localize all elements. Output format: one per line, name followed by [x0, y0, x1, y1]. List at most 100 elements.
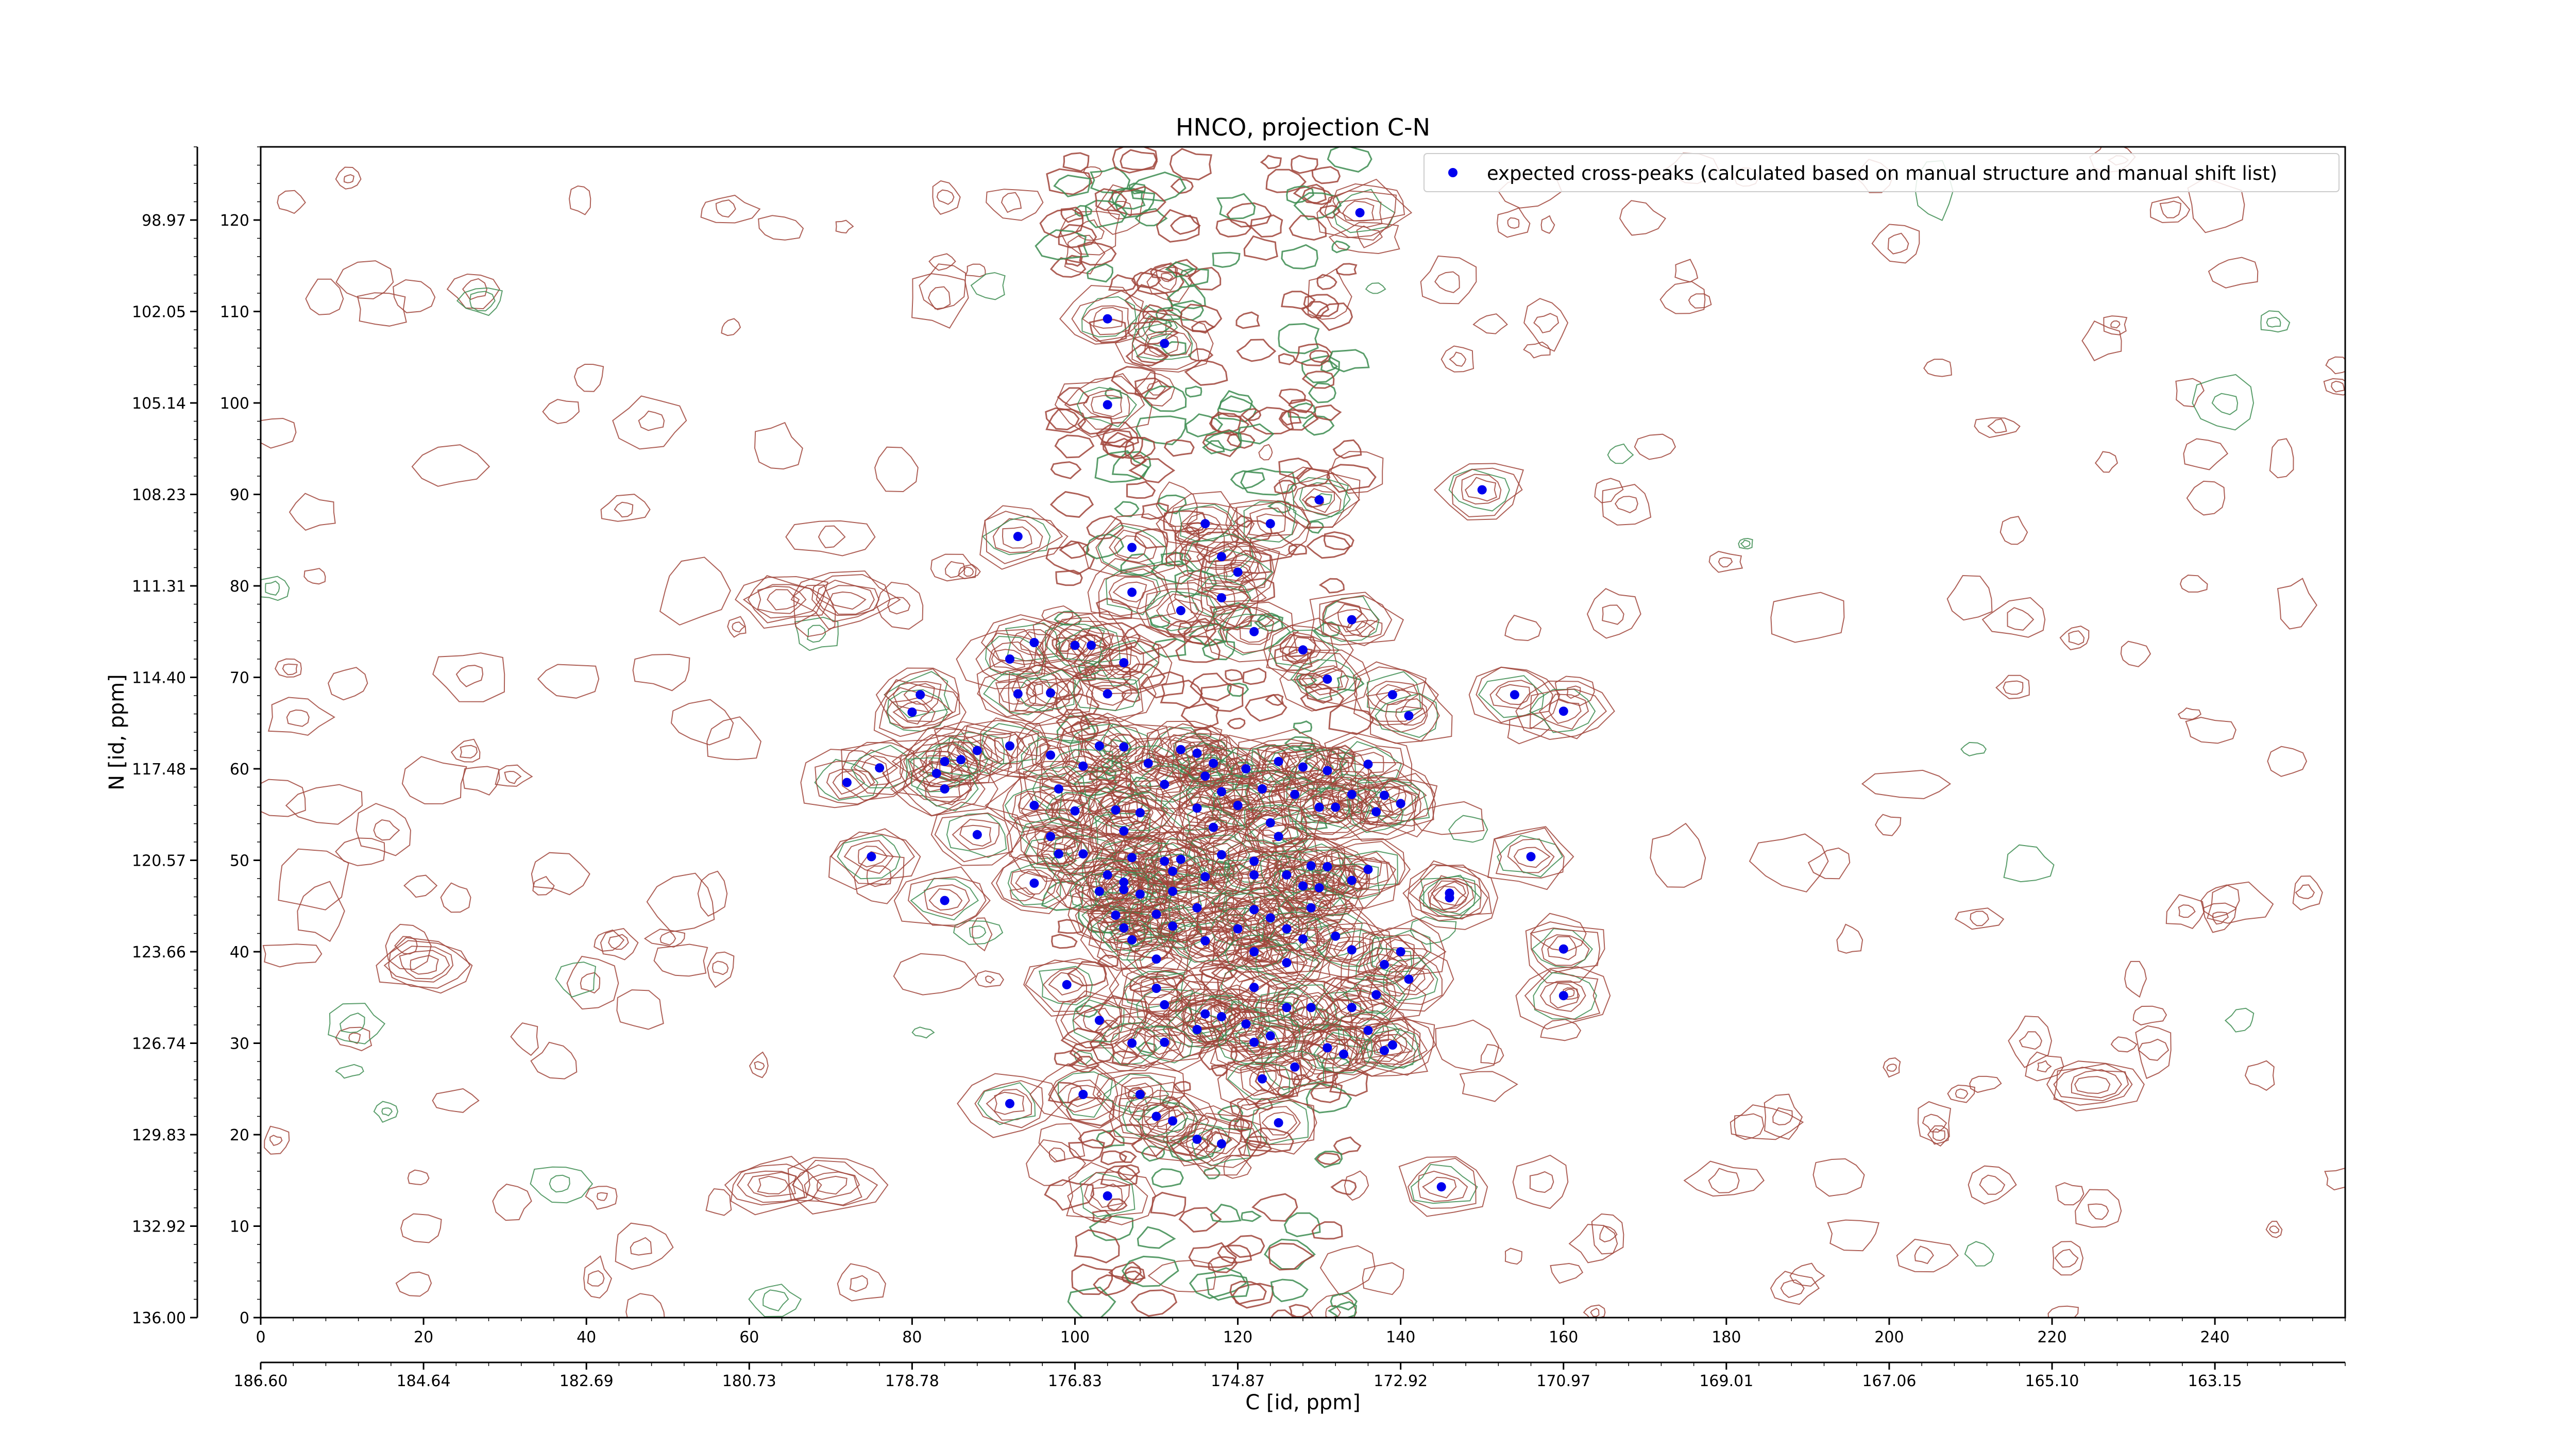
y-tick-label: 110 [220, 304, 249, 322]
contour-line [1136, 372, 1175, 407]
cross-peak-52 [1323, 766, 1332, 776]
contour-line [1160, 679, 1203, 709]
contour-line [1054, 434, 1095, 459]
x-tick-label: 60 [739, 1328, 759, 1346]
contour-line [1089, 1008, 1171, 1071]
contour-line [1108, 652, 1140, 676]
contour-line [1126, 936, 1192, 979]
contour-line [984, 511, 1063, 564]
contour-line [974, 970, 1004, 988]
contour-line [1480, 1043, 1504, 1065]
contour-line [1045, 407, 1080, 431]
cross-peak-114 [1233, 924, 1243, 934]
contour-line [1068, 628, 1114, 664]
contour-line [1054, 373, 1153, 438]
contour-line [1141, 720, 1223, 784]
contour-line [1181, 997, 1226, 1030]
contour-line [1827, 1219, 1879, 1252]
contour-line [400, 1213, 442, 1243]
contour-line [1256, 905, 1320, 951]
contour-line [614, 501, 634, 518]
contour-line [986, 189, 1044, 221]
contour-line [1124, 801, 1154, 825]
contour-line [892, 701, 930, 725]
contour-line [1170, 214, 1201, 235]
cross-peak-128 [1062, 980, 1072, 989]
contour-line [874, 446, 919, 493]
cross-peak-106 [1111, 911, 1121, 920]
contour-line [1237, 423, 1275, 445]
contour-line [275, 658, 302, 678]
contour-line [532, 875, 555, 896]
contour-line [659, 931, 676, 946]
contour-line [1095, 597, 1133, 620]
contour-line [1032, 682, 1070, 705]
contour-line [542, 399, 580, 425]
contour-line [1836, 923, 1863, 954]
contour-line [2007, 607, 2035, 631]
contour-line [707, 951, 735, 988]
cross-peak-75 [1209, 822, 1218, 832]
contour-line [2202, 902, 2237, 933]
contour-line [1515, 966, 1611, 1030]
contour-line [1333, 189, 1396, 233]
cross-peak-41 [1192, 748, 1202, 758]
cross-peak-33 [972, 746, 982, 755]
cross-peak-42 [1200, 771, 1210, 781]
y-ppm-tick-label: 105.14 [132, 395, 186, 413]
contour-line [1062, 152, 1090, 172]
contour-line [1348, 851, 1397, 885]
contour-line [1395, 705, 1427, 726]
contour-line [1156, 593, 1204, 629]
y-ppm-tick-label: 111.31 [132, 578, 186, 596]
contour-line [1280, 784, 1354, 835]
contour-line [882, 742, 981, 806]
contour-line [1243, 235, 1278, 261]
cross-peak-157 [1168, 1116, 1178, 1126]
contour-line [1325, 777, 1421, 842]
contour-line [2323, 378, 2345, 396]
cross-peak-16 [1029, 638, 1039, 647]
cross-peak-46 [1078, 761, 1088, 771]
contour-line [1291, 155, 1318, 174]
contour-line [1100, 428, 1133, 448]
contour-line [1136, 267, 1185, 295]
contour-line [1166, 285, 1206, 310]
contour-line [1419, 874, 1481, 919]
contour-line [1202, 440, 1225, 454]
contour-line [816, 579, 880, 616]
contour-line [1131, 272, 1161, 289]
contour-line [757, 585, 807, 614]
x-tick-label: 80 [902, 1328, 922, 1346]
cross-peak-74 [1119, 826, 1129, 836]
contour-line [742, 584, 821, 619]
contour-line [2266, 316, 2281, 328]
contour-line [932, 180, 961, 215]
cross-peak-17 [1070, 641, 1080, 650]
contour-line [1770, 592, 1845, 643]
contour-line [1073, 635, 1173, 695]
contour-line [1504, 614, 1542, 642]
contour-line [615, 1222, 674, 1270]
cross-peak-62 [1029, 801, 1039, 810]
contour-line [2185, 717, 2236, 744]
contour-line [785, 520, 876, 557]
contour-line [977, 1082, 1036, 1125]
contour-line [335, 837, 385, 866]
contour-line [910, 878, 979, 921]
contour-line [1311, 166, 1341, 184]
cross-peak-15 [1347, 615, 1357, 625]
contour-line [1738, 537, 1753, 550]
contour-line [1238, 1140, 1272, 1157]
contour-line [1433, 463, 1524, 521]
contour-line [1163, 439, 1195, 457]
contour-line [261, 417, 297, 449]
cross-peak-32 [1558, 706, 1568, 716]
contour-line [612, 395, 687, 450]
contour-line [289, 493, 336, 531]
x-ppm-tick-label: 178.78 [885, 1372, 939, 1390]
cross-peak-92 [1119, 878, 1129, 887]
contour-line [1540, 1019, 1582, 1041]
contour-line [1289, 214, 1327, 241]
contour-line [928, 888, 963, 911]
